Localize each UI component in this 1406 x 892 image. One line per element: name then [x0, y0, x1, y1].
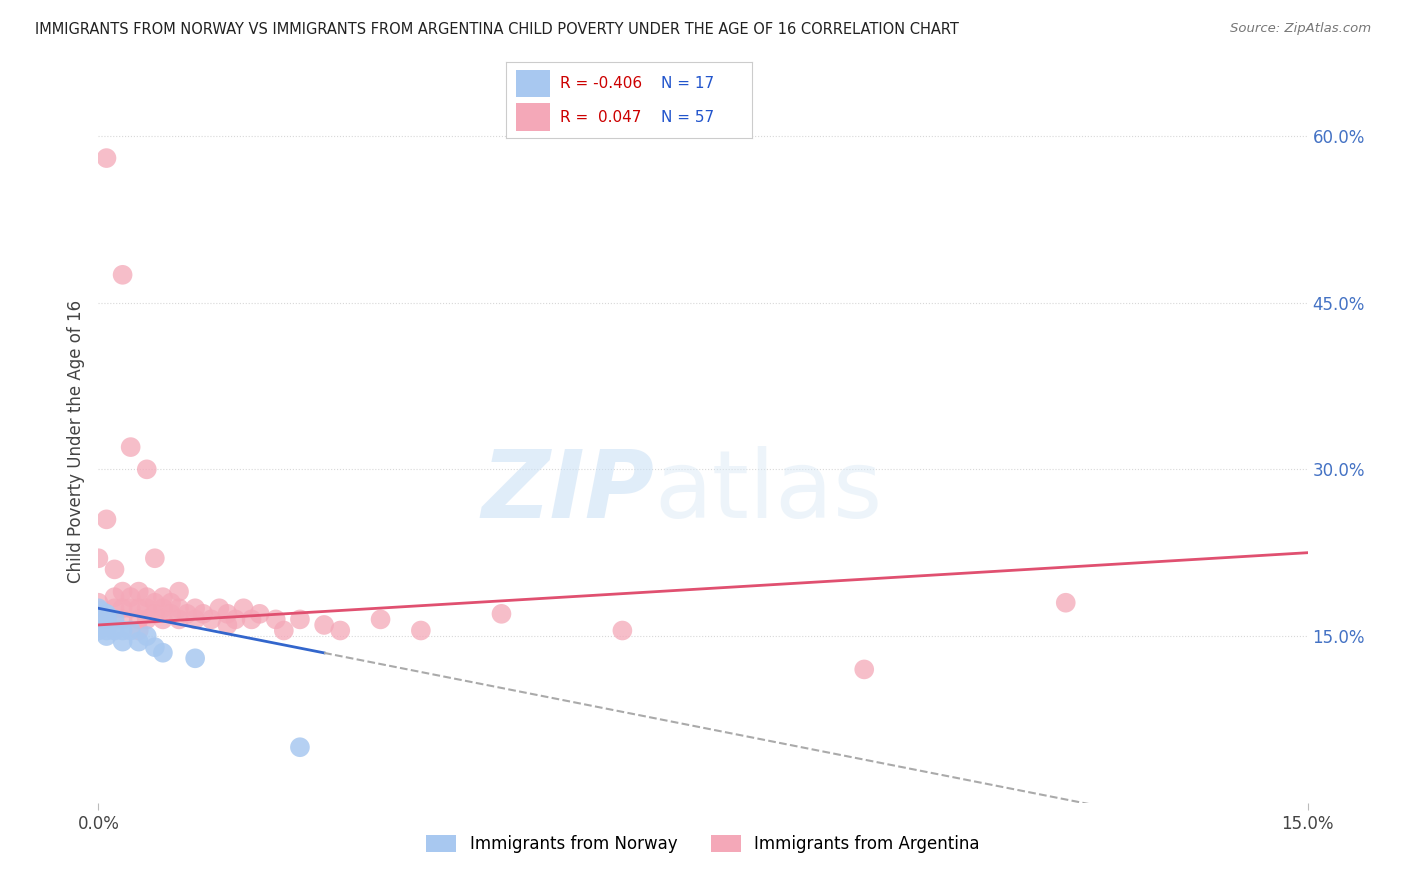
Point	[167, 584, 190, 599]
Point	[87, 624, 110, 638]
Point	[128, 624, 150, 638]
Point	[103, 624, 125, 638]
Point	[96, 151, 118, 165]
Point	[120, 440, 142, 454]
Bar	[516, 70, 550, 97]
Point	[176, 607, 198, 621]
Point	[103, 601, 125, 615]
Point	[853, 662, 876, 676]
Point	[103, 562, 125, 576]
Point	[103, 612, 125, 626]
Point	[184, 601, 207, 615]
Point	[128, 634, 150, 648]
Point	[143, 596, 166, 610]
Point	[87, 551, 110, 566]
Point	[96, 607, 118, 621]
Point	[120, 601, 142, 615]
Point	[193, 607, 215, 621]
Point	[111, 268, 134, 282]
Point	[167, 601, 190, 615]
Point	[111, 634, 134, 648]
Point	[217, 618, 239, 632]
Point	[135, 601, 157, 615]
Point	[135, 612, 157, 626]
Bar	[516, 103, 550, 130]
Point	[200, 612, 222, 626]
Point	[111, 601, 134, 615]
Point	[87, 612, 110, 626]
Text: N = 17: N = 17	[661, 76, 714, 91]
Point	[128, 584, 150, 599]
Point	[232, 601, 254, 615]
Text: Source: ZipAtlas.com: Source: ZipAtlas.com	[1230, 22, 1371, 36]
Point	[111, 584, 134, 599]
Text: ZIP: ZIP	[482, 446, 655, 538]
Point	[120, 590, 142, 604]
Point	[135, 590, 157, 604]
Point	[87, 612, 110, 626]
Legend: Immigrants from Norway, Immigrants from Argentina: Immigrants from Norway, Immigrants from …	[420, 828, 986, 860]
Point	[143, 551, 166, 566]
Point	[152, 601, 174, 615]
Point	[96, 624, 118, 638]
Text: R = -0.406: R = -0.406	[560, 76, 643, 91]
Point	[264, 612, 287, 626]
Point	[224, 612, 246, 626]
Point	[152, 590, 174, 604]
Point	[240, 612, 263, 626]
Point	[329, 624, 352, 638]
Point	[143, 640, 166, 655]
Point	[111, 624, 134, 638]
Y-axis label: Child Poverty Under the Age of 16: Child Poverty Under the Age of 16	[66, 300, 84, 583]
Point	[96, 612, 118, 626]
Point	[249, 607, 271, 621]
Text: R =  0.047: R = 0.047	[560, 110, 641, 125]
Point	[288, 612, 311, 626]
Point	[1054, 596, 1077, 610]
Point	[135, 462, 157, 476]
Point	[184, 612, 207, 626]
Point	[612, 624, 634, 638]
Point	[273, 624, 295, 638]
Point	[409, 624, 432, 638]
Point	[103, 590, 125, 604]
Point	[135, 629, 157, 643]
Text: atlas: atlas	[655, 446, 883, 538]
Point	[208, 601, 231, 615]
Point	[128, 612, 150, 626]
Point	[184, 651, 207, 665]
Point	[314, 618, 336, 632]
Point	[152, 646, 174, 660]
Point	[87, 596, 110, 610]
Point	[288, 740, 311, 755]
Point	[152, 612, 174, 626]
Point	[491, 607, 513, 621]
Point	[160, 596, 183, 610]
Point	[217, 607, 239, 621]
Text: N = 57: N = 57	[661, 110, 714, 125]
Point	[370, 612, 392, 626]
Point	[167, 612, 190, 626]
Text: IMMIGRANTS FROM NORWAY VS IMMIGRANTS FROM ARGENTINA CHILD POVERTY UNDER THE AGE : IMMIGRANTS FROM NORWAY VS IMMIGRANTS FRO…	[35, 22, 959, 37]
Point	[87, 601, 110, 615]
Point	[128, 601, 150, 615]
Point	[96, 629, 118, 643]
Point	[160, 607, 183, 621]
Point	[120, 624, 142, 638]
Point	[96, 512, 118, 526]
Point	[111, 612, 134, 626]
Point	[143, 607, 166, 621]
